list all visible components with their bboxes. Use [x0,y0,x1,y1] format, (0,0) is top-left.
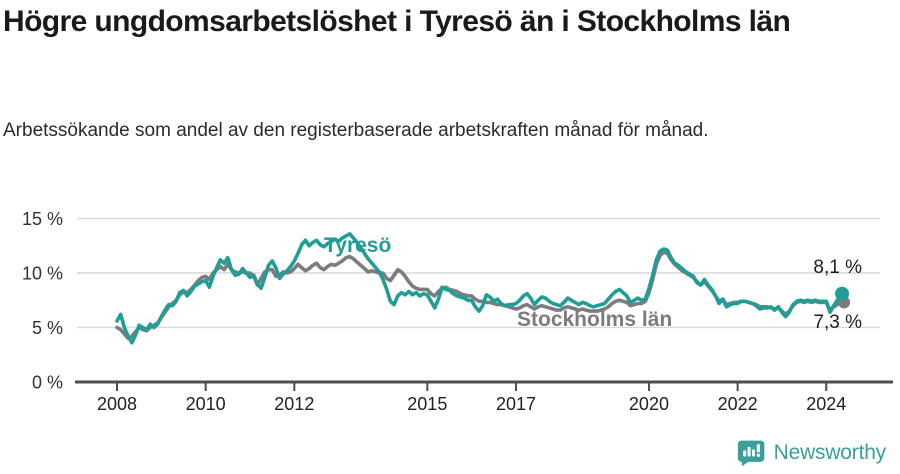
exclamation-dot [756,453,760,457]
exclamation-stem [756,444,760,453]
x-axis-tick-label: 2020 [629,394,669,414]
y-axis-tick-label: 15 % [22,209,63,229]
tyreso-line [115,232,843,345]
chart-subtitle: Arbetssökande som andel av den registerb… [3,120,709,141]
chart-root: 0 % 5 % 10 % 15 % 2008 2010 2012 2015 2017 2020 20… [22,209,893,414]
x-axis-tick-label: 2008 [97,394,137,414]
page-title: Högre ungdomsarbetslöshet i Tyresö än i … [3,5,791,38]
tyreso-series-label: Tyresö [324,234,391,257]
x-axis-tick-label: 2010 [186,394,226,414]
x-axis-tick-label: 2022 [718,394,758,414]
tyreso-end-value-label: 8,1 % [813,257,862,278]
y-axis-tick-label: 10 % [22,264,63,284]
bar-3 [751,449,755,457]
x-axis-tick-label: 2012 [274,394,314,414]
speech-bubble-shape [737,440,764,467]
y-axis-tick-label: 0 % [32,373,63,393]
x-axis-tick-label: 2015 [407,394,447,414]
tyreso-end-dot [835,286,850,301]
stockholms-lan-end-value-label: 7,3 % [813,312,862,333]
x-axis-tick-label: 2017 [496,394,536,414]
y-axis-tick-label: 5 % [32,318,63,338]
brand-footer: Newsworthy [737,438,886,468]
bar-1 [742,450,746,457]
brand-name: Newsworthy [773,441,887,464]
stockholms-lan-line [115,250,843,341]
stockholms-lan-series-label: Stockholms län [517,308,672,331]
bar-2 [747,446,751,457]
x-axis-tick-label: 2024 [806,394,846,414]
newsworthy-logo-icon [737,440,764,467]
